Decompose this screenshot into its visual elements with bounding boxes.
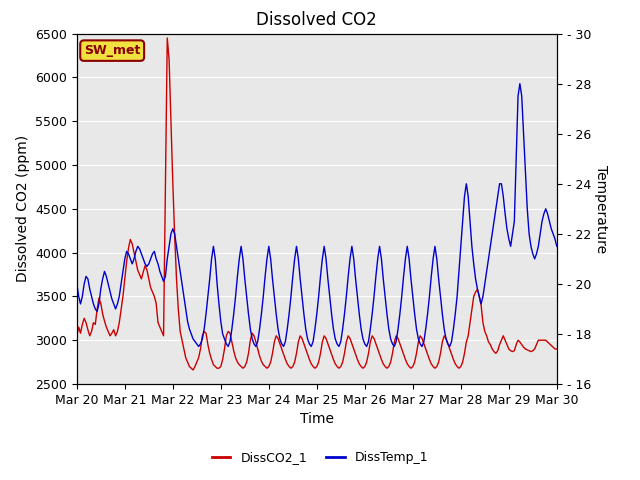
Y-axis label: Dissolved CO2 (ppm): Dissolved CO2 (ppm) (15, 135, 29, 282)
Y-axis label: Temperature: Temperature (593, 165, 607, 253)
Title: Dissolved CO2: Dissolved CO2 (257, 11, 377, 29)
Text: SW_met: SW_met (84, 44, 140, 57)
Legend: DissCO2_1, DissTemp_1: DissCO2_1, DissTemp_1 (207, 446, 433, 469)
X-axis label: Time: Time (300, 412, 334, 426)
